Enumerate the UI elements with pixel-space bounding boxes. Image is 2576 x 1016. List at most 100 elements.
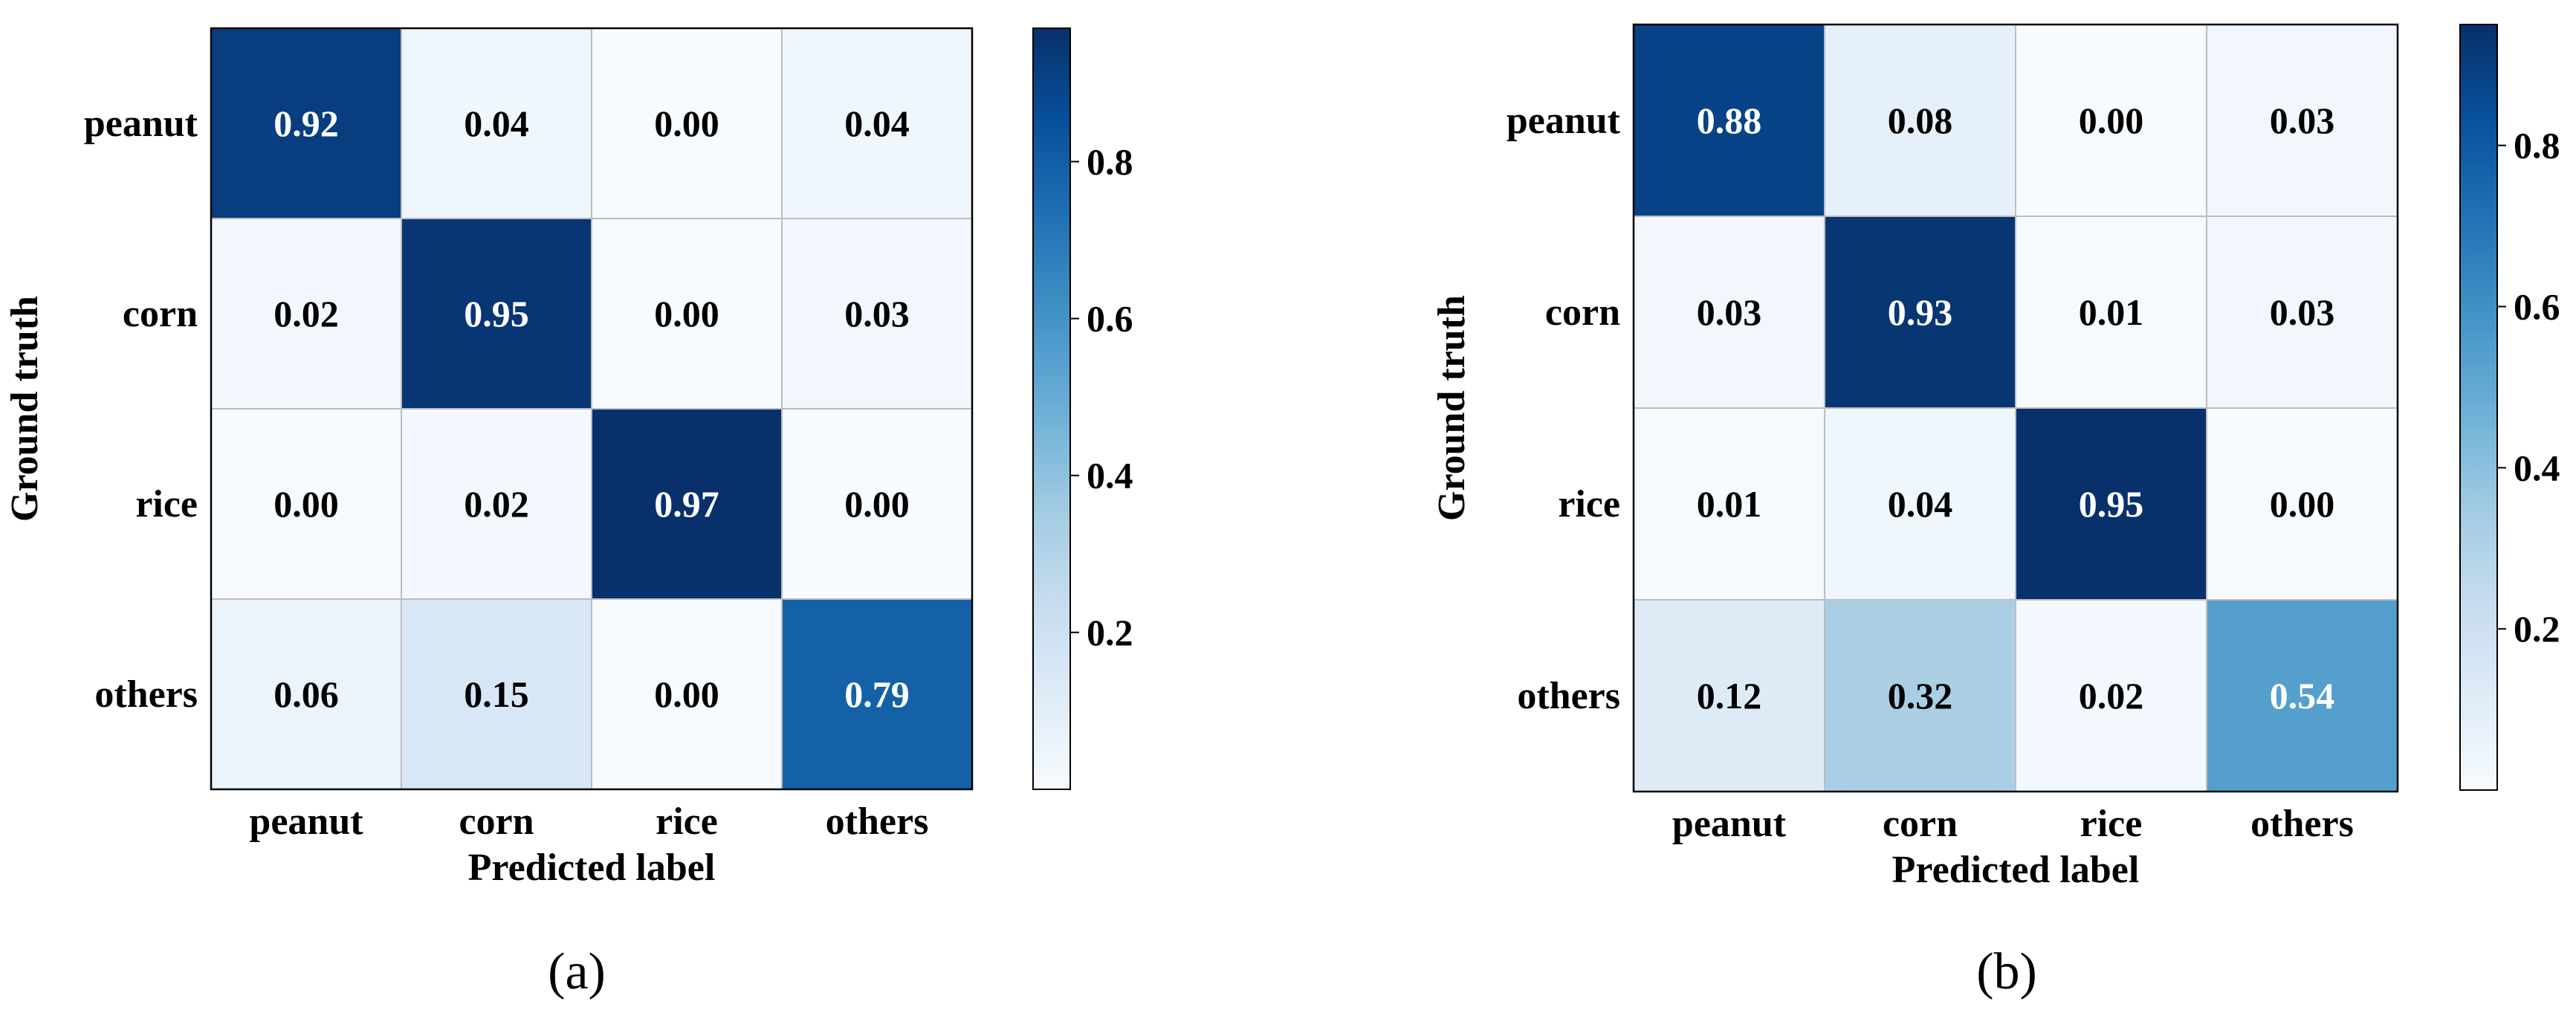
cell-value-label: 0.02: [464, 483, 529, 525]
x-tick-label: corn: [1883, 803, 1958, 845]
colorbar-tick-label: 0.4: [1087, 455, 1133, 496]
cell-value-label: 0.79: [844, 673, 910, 715]
heatmap-cell-rice-corn: [1825, 408, 2016, 600]
cell-value-label: 0.08: [1888, 100, 1953, 141]
cell-value-label: 0.04: [464, 103, 529, 144]
heatmap-cell-peanut-peanut: [1634, 25, 1825, 216]
y-tick-label: rice: [1558, 483, 1620, 525]
cell-value-label: 0.00: [654, 293, 719, 334]
heatmap-cell-peanut-corn: [1825, 25, 2016, 216]
cell-value-label: 0.02: [2079, 675, 2144, 716]
colorbar-tick-label: 0.6: [1087, 298, 1133, 340]
heatmap-cell-rice-corn: [401, 409, 592, 599]
cell-value-label: 0.00: [654, 673, 719, 715]
y-tick-label: corn: [1545, 291, 1620, 334]
colorbar-tick-label: 0.8: [1087, 140, 1133, 182]
x-axis-title: Predicted label: [468, 847, 716, 889]
heatmap-cell-corn-peanut: [211, 219, 401, 409]
heatmap-cell-rice-rice: [592, 409, 782, 599]
panel-label: (a): [548, 943, 606, 1000]
heatmap-cell-others-others: [782, 599, 972, 789]
y-axis-title: Ground truth: [1431, 295, 1473, 521]
cell-value-label: 0.01: [1697, 483, 1762, 525]
heatmap-cell-peanut-rice: [592, 28, 782, 219]
colorbar: [2459, 24, 2498, 791]
x-axis-title: Predicted label: [1892, 849, 2140, 891]
heatmap-cell-others-corn: [1825, 600, 2016, 792]
panel-label: (b): [1976, 943, 2037, 1000]
cell-value-label: 0.00: [2270, 483, 2335, 525]
y-tick-label: peanut: [84, 103, 198, 145]
cell-value-label: 0.03: [2270, 291, 2335, 333]
cell-value-label: 0.03: [2270, 100, 2335, 141]
heatmap-cell-corn-corn: [401, 219, 592, 409]
heatmap-cell-corn-corn: [1825, 216, 2016, 408]
cell-value-label: 0.54: [2270, 675, 2335, 716]
y-tick-label: peanut: [1507, 100, 1621, 142]
cell-value-label: 0.04: [844, 103, 910, 144]
cell-value-label: 0.00: [654, 103, 719, 144]
cell-value-label: 0.00: [844, 483, 910, 525]
y-tick-label: others: [94, 673, 198, 716]
heatmap-cell-others-rice: [592, 599, 782, 789]
colorbar-tick-label: 0.2: [2514, 608, 2560, 650]
heatmap-cell-others-others: [2207, 600, 2398, 792]
colorbar-tick-label: 0.4: [2514, 447, 2560, 488]
heatmap-cell-rice-rice: [2016, 408, 2207, 600]
cell-value-label: 0.32: [1888, 675, 1953, 716]
cell-value-label: 0.12: [1697, 675, 1762, 716]
heatmap-cell-others-corn: [401, 599, 592, 789]
heatmap-cell-corn-others: [782, 219, 972, 409]
y-tick-label: rice: [135, 483, 198, 525]
cell-value-label: 0.97: [654, 483, 719, 525]
x-tick-label: corn: [459, 800, 534, 843]
cell-value-label: 0.88: [1697, 100, 1762, 141]
cell-value-label: 0.15: [464, 673, 529, 715]
cell-value-label: 0.00: [2079, 100, 2144, 141]
x-tick-label: peanut: [249, 800, 363, 843]
y-tick-label: others: [1517, 675, 1620, 717]
heatmap-cell-corn-rice: [592, 219, 782, 409]
plot-frame: [1632, 23, 2399, 793]
cell-value-label: 0.01: [2079, 291, 2144, 333]
cell-value-label: 0.03: [844, 293, 910, 334]
confusion-matrix-a: 0.92 0.04 0.00 0.04 0.02 0.95 0.00 0.03 0.00 0.02…: [4, 27, 1133, 1000]
heatmap-cell-rice-peanut: [1634, 408, 1825, 600]
heatmap-cell-peanut-rice: [2016, 25, 2207, 216]
heatmap-cell-others-rice: [2016, 600, 2207, 792]
heatmap-cell-peanut-others: [782, 28, 972, 219]
heatmap-cell-corn-peanut: [1634, 216, 1825, 408]
confusion-matrix-b: 0.88 0.08 0.00 0.03 0.03 0.93 0.01 0.03 0.01 0.04…: [1431, 23, 2560, 1000]
heatmap-cell-peanut-corn: [401, 28, 592, 219]
cell-value-label: 0.93: [1888, 291, 1953, 333]
cell-value-label: 0.02: [274, 293, 339, 334]
x-tick-label: peanut: [1672, 803, 1787, 845]
heatmap-cell-corn-others: [2207, 216, 2398, 408]
heatmap-cell-rice-others: [782, 409, 972, 599]
cell-value-label: 0.92: [274, 103, 339, 144]
x-tick-label: others: [2250, 803, 2354, 845]
heatmap-cell-rice-others: [2207, 408, 2398, 600]
cell-value-label: 0.95: [2079, 483, 2144, 525]
x-tick-label: others: [826, 800, 929, 843]
y-tick-label: corn: [123, 293, 198, 335]
cell-value-label: 0.00: [274, 483, 339, 525]
heatmap-cell-others-peanut: [1634, 600, 1825, 792]
y-axis-title: Ground truth: [4, 296, 46, 522]
cell-value-label: 0.06: [274, 673, 339, 715]
heatmap-cell-others-peanut: [211, 599, 401, 789]
cell-value-label: 0.04: [1888, 483, 1953, 525]
x-tick-label: rice: [2080, 803, 2143, 845]
colorbar-tick-label: 0.6: [2514, 285, 2560, 327]
cell-value-label: 0.95: [464, 293, 529, 334]
heatmap-cell-corn-rice: [2016, 216, 2207, 408]
heatmap-cell-peanut-peanut: [211, 28, 401, 219]
x-tick-label: rice: [656, 800, 718, 843]
colorbar: [1032, 27, 1071, 790]
colorbar-tick-label: 0.8: [2514, 125, 2560, 166]
heatmap-cell-rice-peanut: [211, 409, 401, 599]
heatmap-cell-peanut-others: [2207, 25, 2398, 216]
cell-value-label: 0.03: [1697, 291, 1762, 333]
